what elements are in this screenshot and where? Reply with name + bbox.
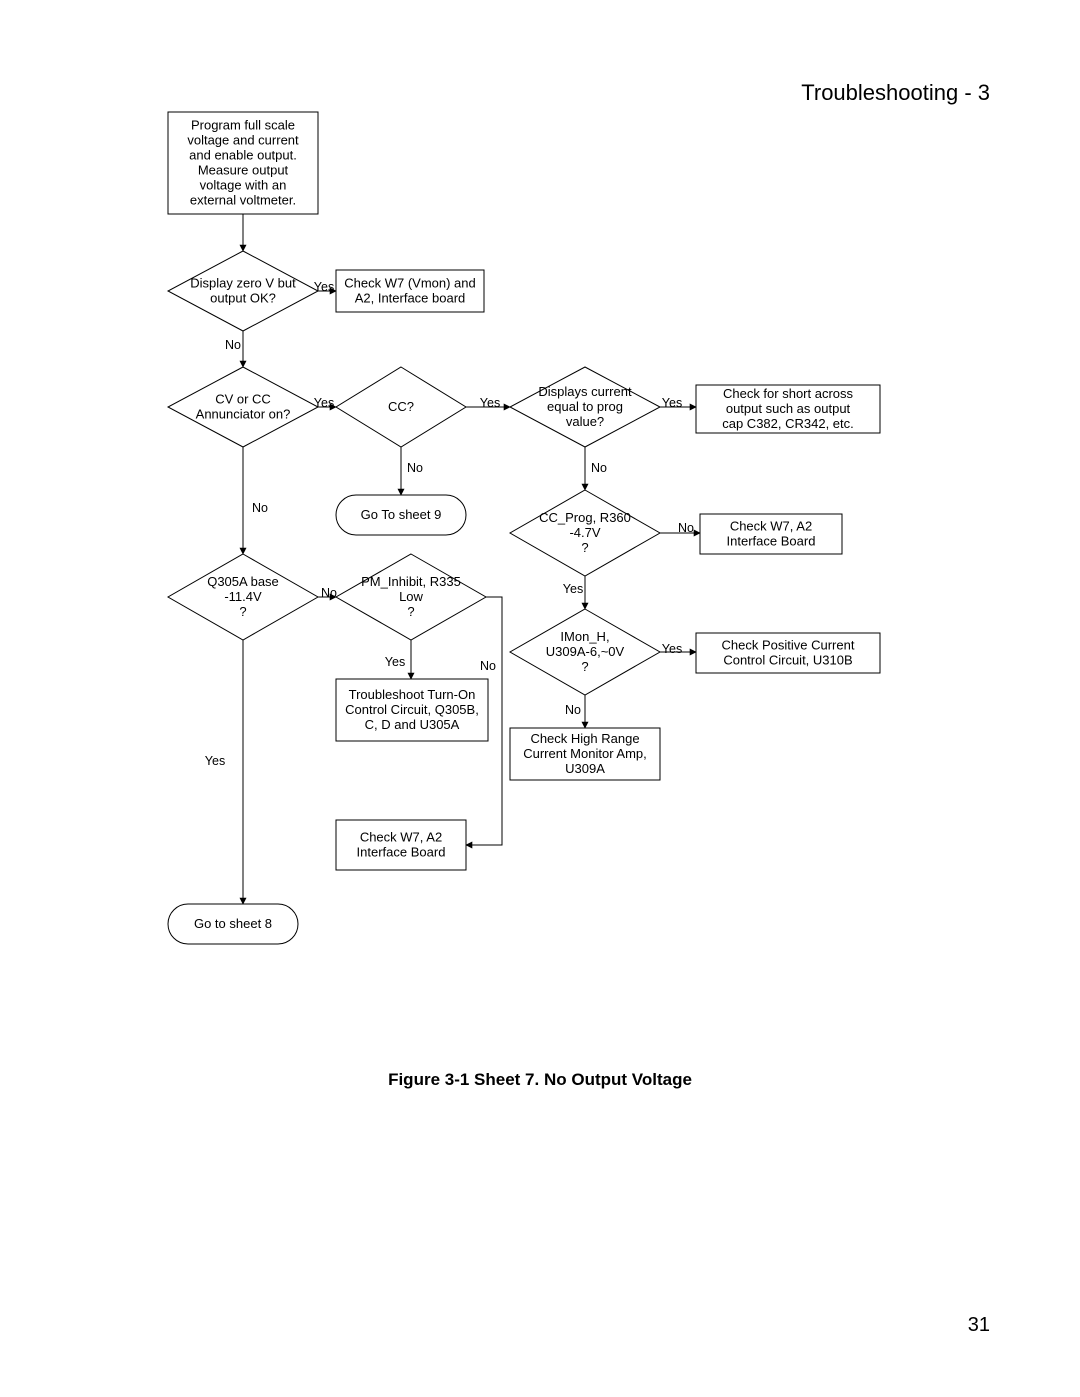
svg-text:Check for short acrossoutput s: Check for short acrossoutput such as out… — [722, 386, 854, 431]
node-n_dispcur: Displays currentequal to progvalue? — [510, 367, 660, 447]
edge-n_imonh-n_hirange: No — [565, 695, 585, 728]
edge-n_q305a-n_goto8: Yes — [205, 640, 243, 904]
svg-text:No: No — [678, 521, 694, 535]
node-n_pminh: PM_Inhibit, R335Low? — [336, 554, 486, 640]
svg-text:No: No — [321, 586, 337, 600]
node-n_hirange: Check High RangeCurrent Monitor Amp,U309… — [510, 728, 660, 780]
svg-text:Yes: Yes — [385, 655, 405, 669]
node-n_turnon: Troubleshoot Turn-OnControl Circuit, Q30… — [336, 679, 488, 741]
edge-n_imonh-n_poscc: Yes — [660, 642, 696, 656]
svg-text:No: No — [252, 501, 268, 515]
edge-n_cvcc-n_q305a: No — [243, 447, 268, 554]
edge-n_disp0-n_cvcc: No — [225, 331, 243, 367]
svg-text:Yes: Yes — [205, 754, 225, 768]
svg-text:No: No — [565, 703, 581, 717]
node-n_w7a2a: Check W7, A2Interface Board — [700, 514, 842, 554]
svg-text:Yes: Yes — [563, 582, 583, 596]
svg-text:No: No — [225, 338, 241, 352]
svg-text:No: No — [407, 461, 423, 475]
figure-caption: Figure 3-1 Sheet 7. No Output Voltage — [0, 1070, 1080, 1090]
node-n_w7a2b: Check W7, A2Interface Board — [336, 820, 466, 870]
svg-text:Go To sheet 9: Go To sheet 9 — [361, 507, 442, 522]
svg-text:Yes: Yes — [662, 396, 682, 410]
svg-text:Check W7, A2Interface Board: Check W7, A2Interface Board — [357, 830, 446, 860]
svg-text:No: No — [480, 659, 496, 673]
node-n_q305a: Q305A base-11.4V? — [168, 554, 318, 640]
edge-n_ccprog-n_w7a2a: No — [660, 521, 700, 535]
svg-text:Yes: Yes — [480, 396, 500, 410]
edge-n_pminh-n_turnon: Yes — [385, 640, 411, 679]
edge-n_ccprog-n_imonh: Yes — [563, 576, 585, 609]
node-n_start: Program full scalevoltage and currentand… — [168, 112, 318, 214]
svg-text:CC?: CC? — [388, 399, 414, 414]
node-n_poscc: Check Positive CurrentControl Circuit, U… — [696, 633, 880, 673]
svg-text:Troubleshoot Turn-OnControl Ci: Troubleshoot Turn-OnControl Circuit, Q30… — [345, 687, 479, 732]
edge-n_q305a-n_pminh: No — [318, 586, 337, 600]
edge-n_dispcur-n_ccprog: No — [585, 447, 607, 490]
svg-text:Check Positive CurrentControl: Check Positive CurrentControl Circuit, U… — [722, 638, 855, 668]
svg-text:Check W7, A2Interface Board: Check W7, A2Interface Board — [727, 519, 816, 549]
node-n_ccprog: CC_Prog, R360-4.7V? — [510, 490, 660, 576]
svg-text:No: No — [591, 461, 607, 475]
node-n_w7vmon: Check W7 (Vmon) andA2, Interface board — [336, 270, 484, 312]
svg-text:Go to sheet 8: Go to sheet 8 — [194, 916, 272, 931]
node-n_goto9: Go To sheet 9 — [336, 495, 466, 535]
node-n_imonh: IMon_H,U309A-6,~0V? — [510, 609, 660, 695]
edge-n_cc-n_goto9: No — [401, 447, 423, 495]
node-n_goto8: Go to sheet 8 — [168, 904, 298, 944]
node-n_short: Check for short acrossoutput such as out… — [696, 385, 880, 433]
svg-text:Check W7 (Vmon) andA2, Interfa: Check W7 (Vmon) andA2, Interface board — [344, 276, 476, 306]
node-n_cc: CC? — [336, 367, 466, 447]
flowchart-canvas: YesNoYesYesYesNoNoNoNoNoYesYesYesNoNoYes… — [0, 0, 1080, 1397]
edge-n_cc-n_dispcur: Yes — [466, 396, 510, 410]
svg-text:Program full scalevoltage and: Program full scalevoltage and currentand… — [187, 118, 299, 208]
page-number: 31 — [968, 1314, 990, 1337]
node-n_disp0: Display zero V butoutput OK? — [168, 251, 318, 331]
svg-text:Yes: Yes — [662, 642, 682, 656]
node-n_cvcc: CV or CCAnnunciator on? — [168, 367, 318, 447]
edge-n_dispcur-n_short: Yes — [660, 396, 696, 410]
